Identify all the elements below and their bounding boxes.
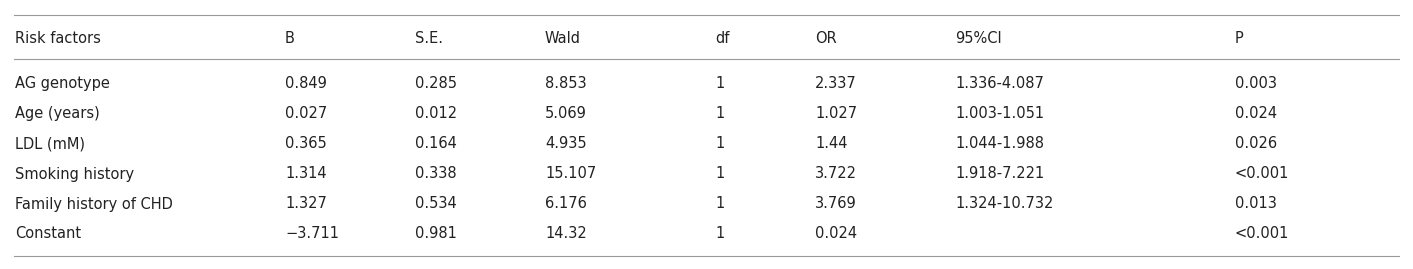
Text: 0.338: 0.338	[415, 167, 456, 182]
Text: Age (years): Age (years)	[16, 107, 100, 122]
Text: 8.853: 8.853	[545, 76, 586, 91]
Text: 1.324-10.732: 1.324-10.732	[955, 196, 1053, 211]
Text: Smoking history: Smoking history	[16, 167, 134, 182]
Text: 1: 1	[715, 196, 725, 211]
Text: S.E.: S.E.	[415, 31, 444, 47]
Text: 0.013: 0.013	[1235, 196, 1277, 211]
Text: df: df	[715, 31, 729, 47]
Text: 0.365: 0.365	[285, 136, 326, 151]
Text: 6.176: 6.176	[545, 196, 586, 211]
Text: 1: 1	[715, 226, 725, 242]
Text: 0.027: 0.027	[285, 107, 328, 122]
Text: 1.314: 1.314	[285, 167, 326, 182]
Text: 1: 1	[715, 107, 725, 122]
Text: <0.001: <0.001	[1235, 226, 1290, 242]
Text: 1: 1	[715, 167, 725, 182]
Text: 0.164: 0.164	[415, 136, 456, 151]
Text: 5.069: 5.069	[545, 107, 586, 122]
Text: 0.981: 0.981	[415, 226, 456, 242]
Text: AG genotype: AG genotype	[16, 76, 110, 91]
Text: 1: 1	[715, 136, 725, 151]
Text: <0.001: <0.001	[1235, 167, 1290, 182]
Text: 14.32: 14.32	[545, 226, 586, 242]
Text: 15.107: 15.107	[545, 167, 596, 182]
Text: 0.534: 0.534	[415, 196, 456, 211]
Text: 1.027: 1.027	[815, 107, 858, 122]
Text: Family history of CHD: Family history of CHD	[16, 196, 172, 211]
Text: B: B	[285, 31, 295, 47]
Text: 3.769: 3.769	[815, 196, 856, 211]
Text: 0.012: 0.012	[415, 107, 458, 122]
Text: 0.003: 0.003	[1235, 76, 1277, 91]
Text: 1.336-4.087: 1.336-4.087	[955, 76, 1044, 91]
Text: 2.337: 2.337	[815, 76, 856, 91]
Text: 1.327: 1.327	[285, 196, 326, 211]
Text: 0.026: 0.026	[1235, 136, 1277, 151]
Text: 4.935: 4.935	[545, 136, 586, 151]
Text: 1.044-1.988: 1.044-1.988	[955, 136, 1044, 151]
Text: 95%CI: 95%CI	[955, 31, 1002, 47]
Text: 1.918-7.221: 1.918-7.221	[955, 167, 1044, 182]
Text: LDL (mM): LDL (mM)	[16, 136, 85, 151]
Text: Constant: Constant	[16, 226, 81, 242]
Text: 0.024: 0.024	[815, 226, 858, 242]
Text: 0.024: 0.024	[1235, 107, 1277, 122]
Text: Risk factors: Risk factors	[16, 31, 100, 47]
Text: 3.722: 3.722	[815, 167, 858, 182]
Text: P: P	[1235, 31, 1243, 47]
Text: 1.44: 1.44	[815, 136, 848, 151]
Text: OR: OR	[815, 31, 836, 47]
Text: 0.285: 0.285	[415, 76, 456, 91]
Text: 1: 1	[715, 76, 725, 91]
Text: −3.711: −3.711	[285, 226, 339, 242]
Text: 1.003-1.051: 1.003-1.051	[955, 107, 1044, 122]
Text: 0.849: 0.849	[285, 76, 326, 91]
Text: Wald: Wald	[545, 31, 581, 47]
